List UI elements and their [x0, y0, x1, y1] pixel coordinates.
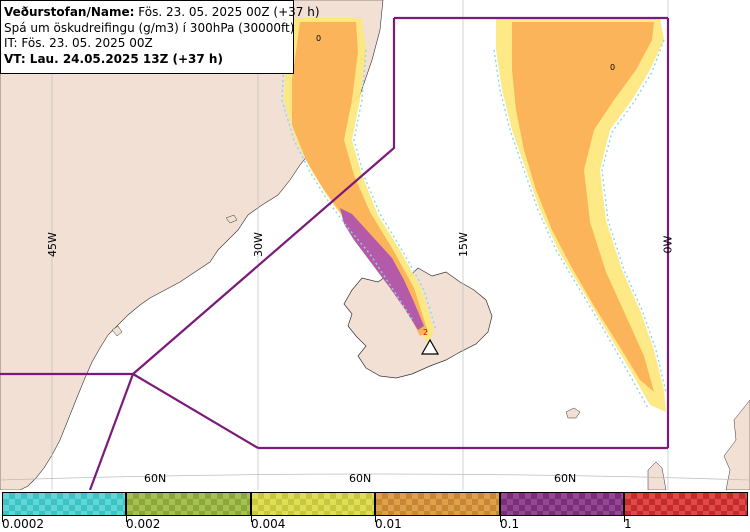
legend-swatch — [375, 492, 500, 516]
contour-label: 0 — [610, 63, 616, 72]
ash-forecast-map — [0, 0, 750, 490]
scotland-coast — [647, 461, 667, 490]
contour-label: 0 — [316, 34, 322, 43]
contour-label: 2 — [423, 328, 429, 337]
legend-tick-label: 0.0002 — [2, 517, 44, 531]
issuer-line: Veðurstofan/Name: Fös. 23. 05. 2025 00Z … — [4, 5, 320, 21]
legend-swatch — [500, 492, 624, 516]
scandinavia-coast — [723, 399, 750, 490]
concentration-legend: 0.0002 0.002 0.004 0.01 0.1 1 — [0, 490, 750, 532]
ash-cloud-east-mid — [512, 22, 654, 392]
legend-tick-label: 0.1 — [500, 517, 520, 531]
coast-island — [111, 325, 123, 337]
volcano-marker — [420, 338, 440, 355]
legend-swatch — [126, 492, 251, 516]
longitude-label: 45W — [45, 232, 59, 257]
small-island — [565, 407, 581, 419]
issuer-name: Veðurstofan/Name: — [4, 5, 135, 19]
initial-time: IT: Fös. 23. 05. 2025 00Z — [4, 36, 153, 50]
legend-swatch — [2, 492, 126, 516]
advisory-boundaries — [0, 16, 670, 490]
issue-time: Fös. 23. 05. 2025 00Z (+37 h) — [134, 5, 320, 19]
latitude-label: 60N — [554, 472, 577, 485]
valid-time: VT: Lau. 24.05.2025 13Z (+37 h) — [4, 51, 223, 66]
legend-tick — [2, 516, 3, 522]
longitude-label: 0W — [661, 235, 675, 254]
longitude-label: 30W — [251, 232, 265, 257]
legend-tick — [624, 516, 625, 522]
latitude-label: 60N — [144, 472, 167, 485]
ash-cloud-west-high — [340, 208, 424, 330]
legend-tick-label: 0.01 — [375, 517, 402, 531]
legend-tick-label: 0.002 — [126, 517, 161, 531]
legend-tick-label: 1 — [624, 517, 632, 531]
legend-tick — [126, 516, 127, 522]
legend-swatch — [624, 492, 748, 516]
ash-cloud-west-mid — [292, 22, 428, 336]
coast-island — [225, 214, 238, 224]
product-description: Spá um öskudreifingu (g/m3) í 300hPa (30… — [4, 20, 295, 35]
legend-tick — [251, 516, 252, 522]
legend-tick — [375, 516, 376, 522]
legend-tick-label: 0.004 — [251, 517, 286, 531]
forecast-info-box: Veðurstofan/Name: Fös. 23. 05. 2025 00Z … — [0, 0, 320, 74]
legend-tick — [500, 516, 501, 522]
latitude-label: 60N — [349, 472, 372, 485]
legend-swatch — [251, 492, 375, 516]
longitude-label: 15W — [456, 232, 470, 257]
